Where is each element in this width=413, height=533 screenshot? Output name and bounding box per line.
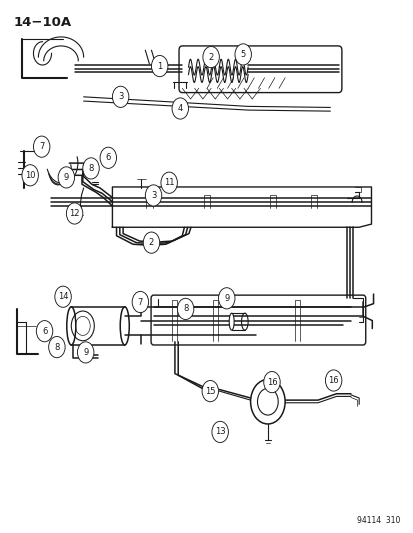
Circle shape <box>77 342 94 363</box>
Text: 5: 5 <box>240 50 245 59</box>
Text: 94114  310: 94114 310 <box>356 516 399 525</box>
Text: 7: 7 <box>39 142 44 151</box>
Circle shape <box>100 147 116 168</box>
Circle shape <box>250 379 285 424</box>
Circle shape <box>36 320 53 342</box>
Circle shape <box>263 372 280 393</box>
Circle shape <box>49 336 65 358</box>
Circle shape <box>143 232 159 253</box>
Circle shape <box>33 136 50 157</box>
Circle shape <box>325 370 341 391</box>
Circle shape <box>202 381 218 402</box>
Text: 16: 16 <box>328 376 338 385</box>
Text: 7: 7 <box>138 297 143 306</box>
Ellipse shape <box>229 313 234 330</box>
Circle shape <box>22 165 38 186</box>
Circle shape <box>145 185 161 206</box>
Text: 2: 2 <box>208 53 213 62</box>
Text: 13: 13 <box>214 427 225 437</box>
Text: 16: 16 <box>266 377 277 386</box>
Text: 8: 8 <box>54 343 59 352</box>
Circle shape <box>55 286 71 308</box>
Circle shape <box>211 421 228 442</box>
Circle shape <box>66 203 83 224</box>
Circle shape <box>83 158 99 179</box>
Text: 6: 6 <box>42 327 47 336</box>
Text: 9: 9 <box>223 294 229 303</box>
Text: 6: 6 <box>105 154 111 163</box>
Text: 10: 10 <box>25 171 36 180</box>
Text: 12: 12 <box>69 209 80 218</box>
Text: 14: 14 <box>58 292 68 301</box>
Text: 3: 3 <box>118 92 123 101</box>
Text: 11: 11 <box>164 178 174 187</box>
Text: 2: 2 <box>149 238 154 247</box>
Circle shape <box>202 46 219 68</box>
Text: 15: 15 <box>204 386 215 395</box>
Circle shape <box>58 167 74 188</box>
Text: 8: 8 <box>183 304 188 313</box>
Text: 4: 4 <box>177 104 183 113</box>
Text: 8: 8 <box>88 164 93 173</box>
Circle shape <box>235 44 251 65</box>
Circle shape <box>151 55 168 77</box>
Circle shape <box>177 298 193 319</box>
Text: 9: 9 <box>83 348 88 357</box>
Circle shape <box>218 288 235 309</box>
Circle shape <box>172 98 188 119</box>
Circle shape <box>132 292 148 313</box>
Text: 1: 1 <box>157 62 162 70</box>
Text: 3: 3 <box>150 191 156 200</box>
Text: 14−10A: 14−10A <box>14 16 72 29</box>
Text: 9: 9 <box>64 173 69 182</box>
Circle shape <box>161 172 177 193</box>
Circle shape <box>112 86 128 108</box>
